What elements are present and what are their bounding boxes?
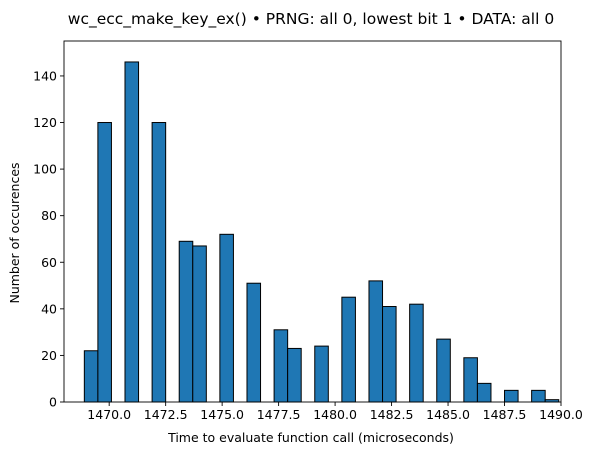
x-tick-label: 1472.5 (144, 407, 188, 422)
y-tick-label: 40 (41, 301, 57, 316)
x-tick-label: 1487.5 (483, 407, 527, 422)
chart-title: wc_ecc_make_key_ex() • PRNG: all 0, lowe… (68, 10, 554, 29)
bars-layer (83, 61, 560, 403)
histogram-bar (504, 389, 519, 403)
histogram-bar (382, 306, 397, 403)
y-tick-label: 20 (41, 348, 57, 363)
histogram-bar (531, 389, 546, 403)
histogram-bar (97, 122, 112, 403)
histogram-bar (124, 61, 140, 403)
histogram-bar (463, 357, 478, 403)
y-axis: 0 20 40 60 80 100 120 140 (33, 68, 64, 410)
histogram-bar (219, 233, 234, 403)
histogram-bar (83, 350, 99, 403)
histogram-bar (436, 338, 451, 403)
histogram-bar (246, 282, 262, 403)
y-axis-label: Number of occurences (7, 162, 22, 303)
x-tick-label: 1477.5 (257, 407, 301, 422)
histogram-bar (368, 280, 384, 403)
histogram-bar (273, 329, 289, 403)
histogram-bar (341, 296, 356, 403)
y-tick-label: 60 (41, 255, 57, 270)
x-tick-label: 1485.0 (426, 407, 470, 422)
x-tick-label: 1475.0 (200, 407, 244, 422)
plot-area (63, 40, 562, 403)
histogram-bar (287, 347, 302, 403)
histogram-bar (476, 382, 492, 403)
histogram-bar (409, 303, 424, 403)
y-tick-label: 120 (33, 115, 57, 130)
histogram-bar (151, 122, 167, 403)
y-tick-label: 100 (33, 162, 57, 177)
histogram-bar (192, 245, 207, 403)
y-tick-label: 140 (33, 68, 57, 83)
x-tick-label: 1482.5 (370, 407, 414, 422)
x-axis-label: Time to evaluate function call (microsec… (167, 430, 454, 445)
x-tick-label: 1480.0 (313, 407, 357, 422)
histogram-bar (314, 345, 329, 403)
x-tick-label: 1470.0 (87, 407, 131, 422)
histogram-bar (178, 240, 194, 403)
y-tick-label: 0 (49, 395, 57, 410)
x-axis: 1470.0 1472.5 1475.0 1477.5 1480.0 1482.5 1485… (87, 402, 583, 422)
y-tick-label: 80 (41, 208, 57, 223)
axes-frame (63, 40, 562, 403)
x-tick-label: 1490.0 (539, 407, 583, 422)
